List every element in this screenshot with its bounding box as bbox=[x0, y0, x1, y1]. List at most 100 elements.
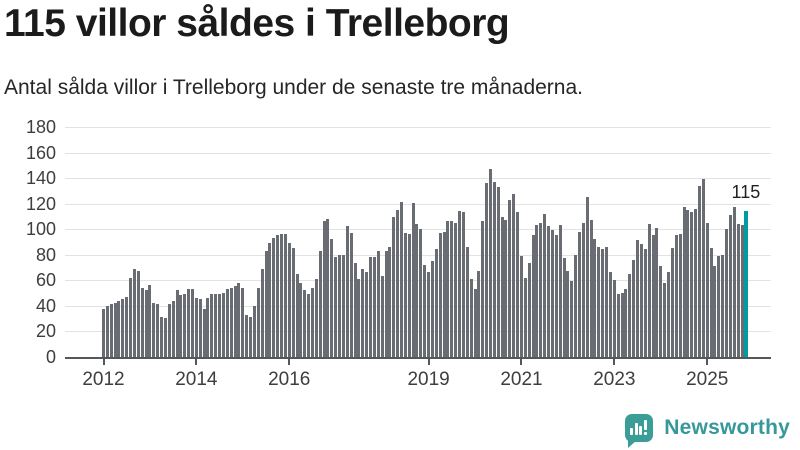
bar bbox=[136, 271, 140, 358]
bar bbox=[102, 309, 105, 358]
bar bbox=[233, 286, 237, 358]
bar bbox=[272, 237, 276, 358]
bar bbox=[469, 278, 473, 358]
bar bbox=[187, 289, 191, 358]
bar bbox=[736, 223, 740, 358]
bar bbox=[345, 226, 349, 358]
bar bbox=[245, 314, 249, 358]
bar bbox=[307, 294, 311, 358]
bar bbox=[427, 272, 431, 358]
bar bbox=[721, 254, 725, 358]
x-tick bbox=[613, 359, 616, 365]
bar bbox=[256, 287, 260, 358]
bar bbox=[361, 268, 365, 358]
bar bbox=[314, 278, 318, 358]
bar bbox=[732, 207, 736, 358]
bar bbox=[430, 260, 434, 358]
x-tick bbox=[195, 359, 198, 365]
bar bbox=[179, 295, 183, 358]
bar bbox=[295, 273, 299, 358]
bar bbox=[194, 297, 198, 358]
bar bbox=[547, 226, 551, 358]
bar bbox=[399, 202, 403, 358]
bar bbox=[113, 303, 117, 358]
bar bbox=[701, 179, 705, 358]
y-tick-label: 20 bbox=[35, 321, 56, 342]
bar bbox=[438, 232, 442, 358]
value-annotation: 115 bbox=[731, 182, 761, 203]
bar bbox=[682, 207, 686, 358]
bar bbox=[349, 232, 353, 358]
bar bbox=[221, 292, 225, 358]
bar bbox=[225, 289, 229, 358]
bar bbox=[663, 282, 667, 358]
x-axis-line bbox=[65, 357, 771, 359]
bar bbox=[310, 287, 314, 358]
bar bbox=[705, 222, 709, 358]
bar bbox=[508, 199, 512, 358]
bar bbox=[175, 290, 179, 358]
bar bbox=[148, 285, 152, 358]
bar bbox=[291, 248, 295, 358]
bar bbox=[388, 246, 392, 358]
bar bbox=[492, 181, 496, 358]
bar bbox=[156, 304, 160, 358]
bar bbox=[694, 208, 698, 358]
bar bbox=[330, 239, 334, 358]
bar bbox=[210, 294, 214, 358]
x-tick-label: 2025 bbox=[686, 369, 729, 390]
bar bbox=[152, 303, 156, 358]
newsworthy-logo: Newsworthy bbox=[625, 414, 790, 448]
bar bbox=[740, 225, 744, 358]
bar bbox=[423, 264, 427, 358]
bar bbox=[450, 221, 454, 358]
x-tick bbox=[706, 359, 709, 365]
bar bbox=[585, 197, 589, 358]
bar bbox=[318, 250, 322, 358]
bar bbox=[140, 287, 144, 358]
bar bbox=[357, 278, 361, 358]
bar bbox=[229, 287, 233, 358]
y-tick-label: 140 bbox=[25, 168, 56, 189]
bar bbox=[264, 250, 268, 358]
bar bbox=[608, 272, 612, 358]
brand-name: Newsworthy bbox=[664, 416, 790, 439]
bar bbox=[322, 221, 326, 358]
bar bbox=[392, 217, 396, 358]
bar bbox=[639, 244, 643, 358]
bar bbox=[171, 300, 175, 358]
bar bbox=[473, 289, 477, 358]
bar bbox=[287, 243, 291, 358]
gridline bbox=[65, 152, 771, 154]
bar bbox=[597, 246, 601, 358]
bar bbox=[167, 304, 171, 358]
bar bbox=[690, 212, 694, 358]
x-tick-label: 2014 bbox=[175, 369, 218, 390]
bar bbox=[616, 294, 620, 358]
bar bbox=[485, 182, 489, 358]
bar bbox=[593, 239, 597, 358]
bar bbox=[713, 266, 717, 358]
bar bbox=[365, 272, 369, 358]
y-tick-label: 120 bbox=[25, 193, 56, 214]
bar bbox=[620, 292, 624, 358]
bar bbox=[326, 218, 330, 358]
y-tick-label: 180 bbox=[25, 117, 56, 137]
bar bbox=[214, 294, 218, 358]
x-tick-label: 2023 bbox=[593, 369, 636, 390]
bar bbox=[129, 277, 133, 358]
bar bbox=[458, 211, 462, 358]
bar bbox=[461, 212, 465, 358]
bar bbox=[516, 212, 520, 358]
bar bbox=[338, 254, 342, 358]
bar bbox=[728, 214, 732, 358]
bar bbox=[163, 318, 167, 358]
bar bbox=[109, 304, 113, 358]
bar bbox=[434, 249, 438, 358]
bar bbox=[117, 300, 121, 358]
bar bbox=[558, 225, 562, 358]
bar bbox=[574, 254, 578, 358]
bar bbox=[667, 272, 671, 358]
bar bbox=[369, 257, 373, 358]
